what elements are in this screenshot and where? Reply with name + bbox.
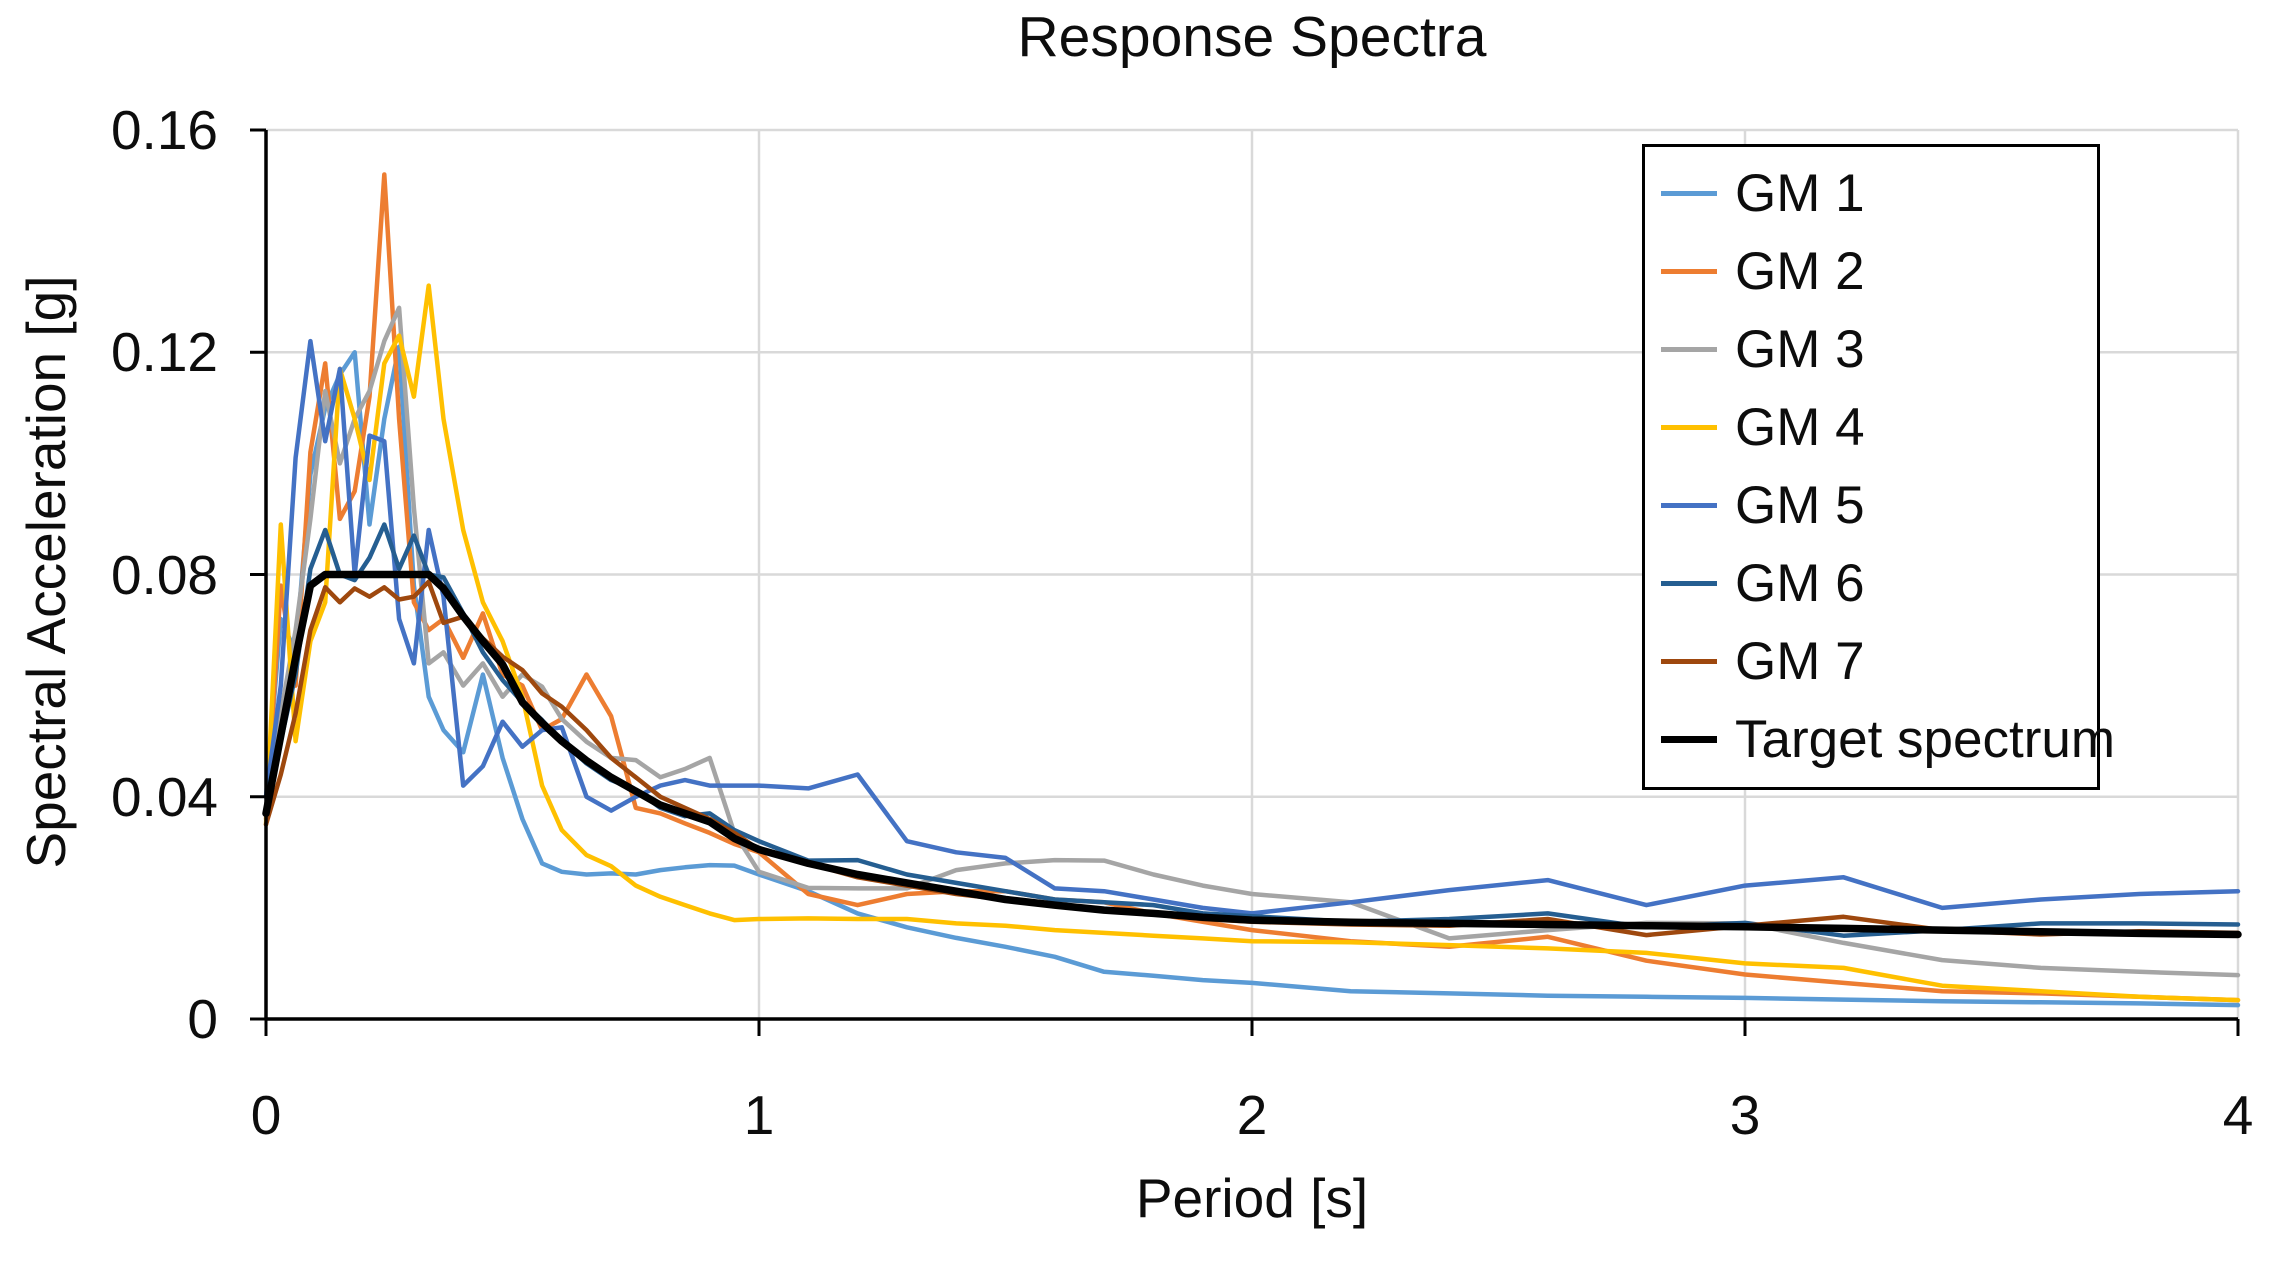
x-tick-label: 4 — [2222, 1084, 2254, 1146]
legend-line-swatch — [1661, 503, 1717, 509]
x-tick-label: 2 — [1236, 1084, 1268, 1146]
legend-item-label: GM 1 — [1735, 164, 1865, 224]
y-tick-label: 0.04 — [110, 765, 218, 828]
legend-item-label: GM 7 — [1735, 632, 1865, 692]
series-line-target-spectrum — [262, 570, 2242, 939]
legend-item-label: Target spectrum — [1735, 710, 2115, 770]
legend-item: GM 3 — [1645, 322, 2097, 378]
legend-line-swatch — [1661, 736, 1717, 744]
legend-item: Target spectrum — [1645, 712, 2115, 768]
y-tick-label: 0 — [187, 988, 218, 1050]
legend-line-swatch — [1661, 191, 1717, 197]
legend-item-label: GM 3 — [1735, 320, 1865, 380]
legend-line-swatch — [1661, 659, 1717, 665]
x-tick-label: 1 — [743, 1084, 775, 1146]
chart-title: Response Spectra — [1017, 5, 1487, 69]
legend-item: GM 1 — [1645, 166, 2097, 222]
legend-item: GM 7 — [1645, 634, 2097, 690]
legend-line-swatch — [1661, 425, 1717, 431]
series-line-gm-2 — [263, 172, 2241, 1003]
legend-item: GM 4 — [1645, 400, 2097, 456]
legend-item-label: GM 5 — [1735, 476, 1865, 536]
legend-item-label: GM 6 — [1735, 554, 1865, 614]
x-axis-label: Period [s] — [1135, 1167, 1369, 1229]
legend-item: GM 5 — [1645, 478, 2097, 534]
series-line-gm-4 — [263, 283, 2241, 1003]
series-line-gm-3 — [263, 305, 2241, 978]
legend-item-label: GM 2 — [1735, 242, 1865, 302]
legend-item: GM 6 — [1645, 556, 2097, 612]
legend-line-swatch — [1661, 269, 1717, 275]
x-tick-label: 3 — [1729, 1084, 1761, 1146]
y-tick-label: 0.12 — [110, 321, 218, 384]
x-tick-label: 0 — [250, 1084, 282, 1146]
y-tick-label: 0.08 — [110, 543, 218, 606]
legend-item: GM 2 — [1645, 244, 2097, 300]
legend-line-swatch — [1661, 581, 1717, 587]
series-line-gm-5 — [263, 338, 2241, 916]
legend-item-label: GM 4 — [1735, 398, 1865, 458]
legend-box: GM 1 GM 2 GM 3 GM 4 GM 5 GM 6 GM 7 Target spect… — [1642, 144, 2115, 790]
legend-line-swatch — [1661, 347, 1717, 353]
series-line-gm-1 — [263, 344, 2241, 1008]
y-tick-label: 0.16 — [110, 99, 218, 161]
